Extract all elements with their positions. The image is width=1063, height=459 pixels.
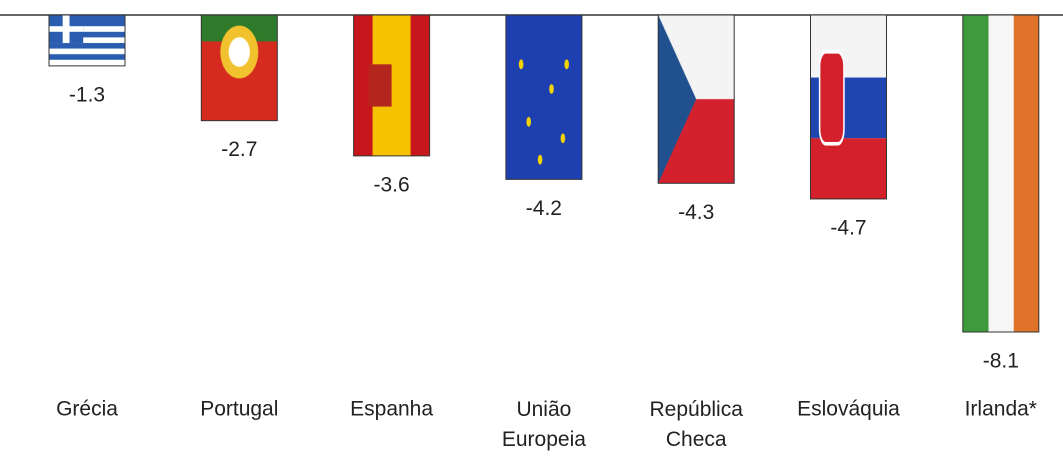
- bar: [962, 14, 1040, 333]
- value-label: -4.3: [678, 201, 714, 224]
- value-label: -3.6: [374, 173, 410, 196]
- x-tick-label: Grécia: [56, 398, 118, 421]
- x-tick-label: Portugal: [200, 398, 278, 421]
- bar: [505, 14, 583, 180]
- value-label: -1.3: [69, 83, 105, 106]
- x-tick-label: União Europeia: [502, 398, 586, 451]
- value-label: -4.2: [526, 197, 562, 220]
- x-tick-label: República Checa: [649, 398, 743, 451]
- bar: [48, 14, 126, 67]
- x-tick-label: Eslováquia: [797, 398, 900, 421]
- value-label: -8.1: [983, 350, 1019, 373]
- bar: [657, 14, 735, 184]
- bar: [810, 14, 887, 200]
- x-tick-label: Irlanda*: [965, 398, 1037, 421]
- bar: [200, 14, 278, 122]
- x-tick-label: Espanha: [350, 398, 433, 421]
- bar: [353, 14, 431, 157]
- value-label: -2.7: [221, 138, 257, 161]
- value-label: -4.7: [830, 216, 866, 239]
